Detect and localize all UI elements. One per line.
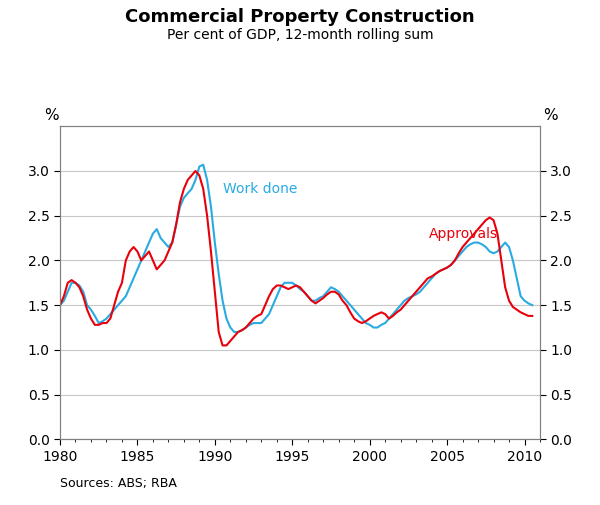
Text: Approvals: Approvals — [428, 227, 497, 241]
Text: %: % — [544, 108, 558, 123]
Text: %: % — [44, 108, 58, 123]
Text: Commercial Property Construction: Commercial Property Construction — [125, 8, 475, 26]
Text: Per cent of GDP, 12-month rolling sum: Per cent of GDP, 12-month rolling sum — [167, 28, 433, 42]
Text: Work done: Work done — [223, 182, 297, 196]
Text: Sources: ABS; RBA: Sources: ABS; RBA — [60, 477, 177, 490]
